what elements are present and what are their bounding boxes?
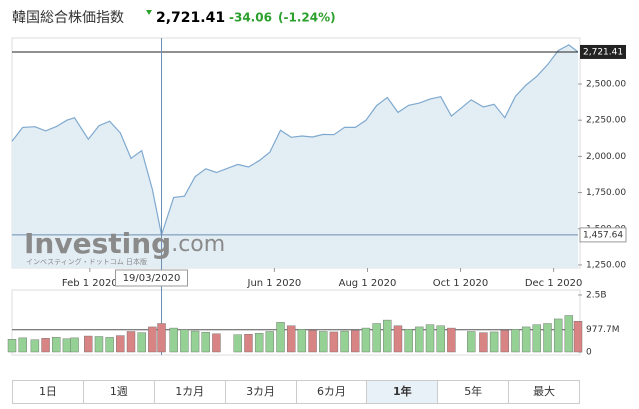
area-fill [12, 44, 578, 269]
volume-bar [297, 329, 307, 353]
volume-bar [62, 338, 72, 353]
volume-bar [415, 326, 424, 353]
volume-bar [447, 327, 456, 353]
volume-bar [383, 319, 392, 353]
volume-bar [7, 339, 17, 353]
volume-bar [190, 330, 200, 353]
volume-bar [340, 330, 349, 353]
volume-bar [116, 335, 125, 353]
y-tick-label: 1,750.00 [586, 188, 626, 198]
volume-bar [500, 330, 509, 353]
y-tick-label: 2,500.00 [586, 80, 626, 90]
volume-bar [84, 335, 93, 353]
range-button[interactable]: 最大 [533, 385, 556, 398]
volume-tick-label: 0 [586, 348, 592, 358]
x-tick-label: Jun 1 2020 [247, 278, 302, 289]
volume-bar [18, 337, 27, 353]
volume-bar [276, 322, 285, 353]
volume-bar [169, 327, 178, 353]
volume-bar [532, 324, 542, 353]
volume-bar [137, 332, 146, 353]
x-tick-label: Aug 1 2020 [339, 278, 397, 289]
volume-bar [319, 331, 328, 353]
volume-bar [157, 323, 166, 353]
volume-bar [489, 331, 499, 353]
volume-bar [105, 337, 114, 353]
range-button[interactable]: 1カ月 [155, 381, 226, 403]
volume-bar [244, 334, 253, 353]
volume-bar [52, 336, 61, 353]
range-button[interactable]: 5年 [438, 381, 510, 403]
x-tick-label: Oct 1 2020 [433, 278, 488, 289]
y-tick-label: 2,250.00 [586, 116, 626, 126]
volume-bar [30, 339, 40, 353]
crosshair-value-label: 1,457.64 [583, 230, 623, 240]
last-value-box [580, 44, 626, 59]
volume-bar [265, 331, 275, 353]
last-value-label: 2,721.41 [583, 47, 623, 57]
price: 2,721.41 [156, 10, 225, 26]
crosshair-date-box [115, 269, 189, 287]
title: 韓国総合株価指数 [12, 10, 124, 26]
volume-bar [467, 331, 476, 353]
range-button[interactable]: 1週 [84, 381, 155, 403]
volume-bar [286, 325, 296, 353]
volume-bar [308, 330, 317, 353]
logo: Investing.com [24, 227, 225, 260]
range-button[interactable]: 1日 [13, 381, 84, 403]
volume-bar [511, 329, 520, 353]
volume-tick-label: 2.5B [586, 291, 607, 301]
volume-bar [436, 325, 445, 353]
price-line [11, 44, 579, 238]
down-arrow [146, 10, 152, 15]
volume-bar [201, 331, 210, 353]
volume-bar [94, 336, 104, 353]
y-tick-label: 2,000.00 [586, 152, 626, 162]
volume-bar [372, 323, 381, 353]
logo-subtitle: インベスティング・ドットコム 日本版 [26, 257, 147, 266]
chart: 韓国総合株価指数 2,721.41 -34.06 (-1.24%) 1,250.… [7, 10, 627, 358]
x-tick-label: Feb 1 2020 [62, 278, 118, 289]
range-button[interactable]: 3カ月 [226, 381, 297, 403]
volume-bar [573, 321, 583, 353]
logo-name: Investing [24, 227, 171, 260]
change: -34.06 [229, 11, 272, 25]
range-bar: 1日 1週 1カ月 3カ月 6カ月 1年 5年 最大 [12, 380, 580, 404]
change-percent: (-1.24%) [278, 11, 336, 25]
logo-suffix: .com [171, 232, 225, 257]
volume-bar [180, 329, 189, 353]
volume-bar [404, 329, 413, 353]
volume-bar [553, 318, 563, 353]
volume-bar [148, 326, 157, 353]
volume-bar [361, 327, 371, 353]
range-button[interactable]: 6カ月 [297, 381, 368, 403]
range-button[interactable]: 1年 [367, 381, 439, 403]
volume-bar [254, 333, 264, 353]
volume-bar [329, 331, 339, 353]
y-tick-label: 1,250.00 [586, 260, 626, 270]
volume-bar [564, 315, 574, 353]
crosshair-value-box [579, 227, 627, 243]
crosshair-date-label: 19/03/2020 [123, 273, 181, 284]
volume-bar [126, 331, 136, 353]
volume-bar [479, 332, 488, 353]
volume-bar [212, 333, 221, 353]
volume-bar [425, 324, 435, 353]
volume-bar [521, 326, 531, 353]
volume-bar [233, 334, 242, 353]
volume-bar [351, 330, 360, 353]
volume-bar [41, 338, 50, 353]
volume-tick-label: 977.7M [586, 325, 620, 335]
volume-bar [70, 337, 79, 353]
volume-bar [393, 325, 403, 353]
x-tick-label: Dec 1 2020 [525, 278, 583, 289]
volume-bar [543, 323, 552, 353]
